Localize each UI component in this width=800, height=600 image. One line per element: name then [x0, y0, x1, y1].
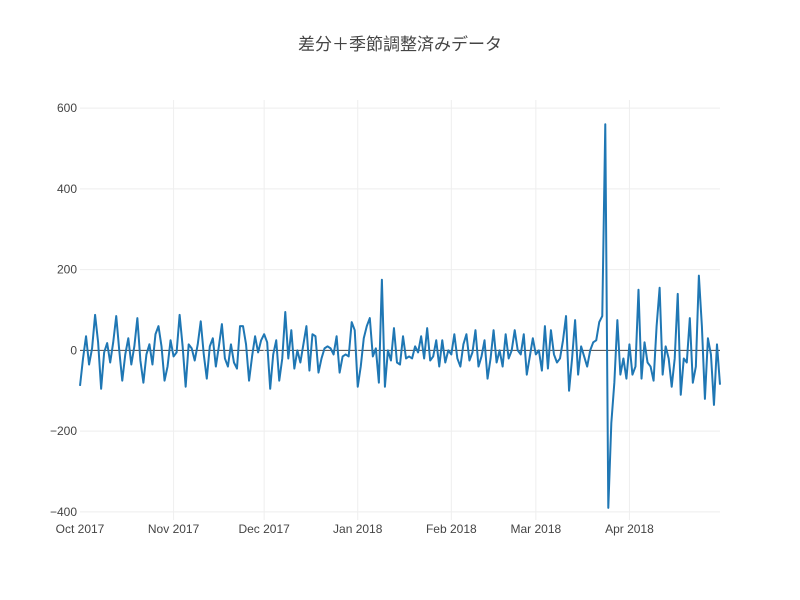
- grid-layer: [80, 100, 720, 520]
- x-tick-label: Jan 2018: [333, 522, 383, 536]
- y-tick-label: 0: [70, 343, 77, 357]
- chart-title: 差分＋季節調整済みデータ: [298, 35, 502, 55]
- y-tick-label: 400: [57, 182, 77, 196]
- x-tick-label: Nov 2017: [148, 522, 200, 536]
- series-line: [79, 123, 721, 509]
- series-layer: [79, 123, 721, 509]
- x-tick-label: Feb 2018: [426, 522, 477, 536]
- y-tick-label: −200: [50, 424, 77, 438]
- x-tick-label: Mar 2018: [510, 522, 561, 536]
- y-tick-label: −400: [50, 505, 77, 519]
- y-tick-label: 200: [57, 263, 77, 277]
- x-tick-label: Dec 2017: [238, 522, 290, 536]
- axis-labels: 600 400 200 0 −200 −400 Oct 2017 Nov 2017 Dec 20…: [50, 101, 654, 536]
- x-tick-label: Oct 2017: [56, 522, 105, 536]
- x-tick-label: Apr 2018: [605, 522, 654, 536]
- y-tick-label: 600: [57, 101, 77, 115]
